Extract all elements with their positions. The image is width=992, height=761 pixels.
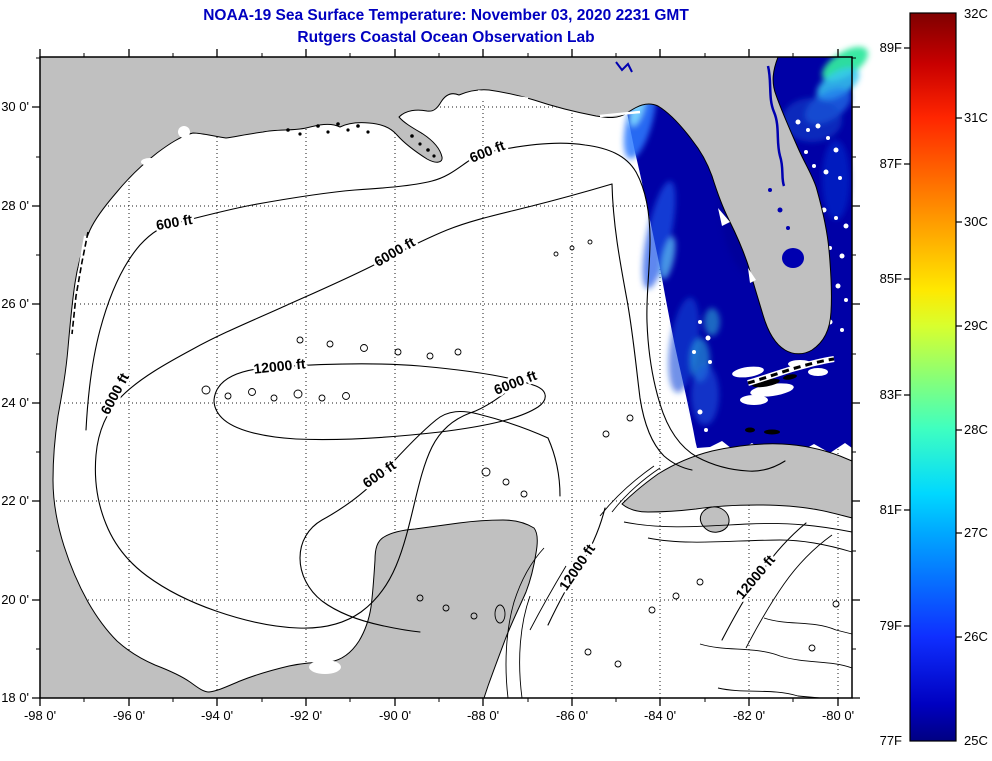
lat-tick-label: 20 0' xyxy=(1,592,29,607)
inland-waters xyxy=(768,188,804,268)
cb-c-label: 29C xyxy=(964,318,988,333)
coastal-water-details xyxy=(70,61,835,674)
contour-600ft-campeche xyxy=(299,410,549,633)
lon-tick-label: -94 0' xyxy=(201,708,233,723)
lon-tick-label: -84 0' xyxy=(644,708,676,723)
cb-f-label: 85F xyxy=(880,271,902,286)
colorbar-gradient xyxy=(909,12,957,742)
lake-okeechobee xyxy=(782,248,804,268)
cb-f-label: 77F xyxy=(880,733,902,748)
temperature-colorbar: 89F 87F 85F 83F 81F 79F 77F 32C 31C 30C … xyxy=(880,6,988,748)
landmass xyxy=(39,56,853,699)
lat-tick-label: 26 0' xyxy=(1,296,29,311)
lat-tick-label: 24 0' xyxy=(1,395,29,410)
title-line-2: Rutgers Coastal Ocean Observation Lab xyxy=(297,29,594,46)
lon-tick-label: -98 0' xyxy=(24,708,56,723)
bays-and-lagoons xyxy=(141,90,756,674)
north-america-mexico-land xyxy=(39,56,832,699)
marsh-speckles xyxy=(286,122,436,158)
isle-of-youth-land xyxy=(699,506,730,533)
se-corner-contours xyxy=(505,547,853,699)
lon-tick-label: -88 0' xyxy=(467,708,499,723)
lon-tick-label: -86 0' xyxy=(556,708,588,723)
latitude-labels: 30 0' 28 0' 26 0' 24 0' 22 0' 20 0' 18 0… xyxy=(1,99,29,705)
colorbar-ticks xyxy=(904,47,962,638)
minor-ticks xyxy=(36,53,856,702)
map-border xyxy=(39,56,853,699)
major-ticks xyxy=(32,49,860,706)
cb-c-label: 26C xyxy=(964,629,988,644)
lon-tick-label: -96 0' xyxy=(113,708,145,723)
pensacola-bay xyxy=(504,94,529,101)
contour-6000ft-basin xyxy=(94,183,613,629)
data-dropout-speckles xyxy=(745,374,797,435)
florida-keys xyxy=(747,356,835,386)
st-johns-river xyxy=(766,65,786,187)
cb-f-label: 79F xyxy=(880,618,902,633)
lon-tick-label: -82 0' xyxy=(733,708,765,723)
map-plot: 600 ft 600 ft 6000 ft 6000 ft 12000 ft 6… xyxy=(1,46,868,723)
cb-f-label: 83F xyxy=(880,387,902,402)
apalachicola-bay xyxy=(599,110,641,118)
title-line-1: NOAA-19 Sea Surface Temperature: Novembe… xyxy=(203,7,689,24)
lon-tick-label: -80 0' xyxy=(822,708,854,723)
lat-tick-label: 18 0' xyxy=(1,690,29,705)
figure-title: NOAA-19 Sea Surface Temperature: Novembe… xyxy=(203,7,689,46)
cuba-shelf-contours xyxy=(599,465,853,553)
lon-tick-label: -90 0' xyxy=(379,708,411,723)
map-axes xyxy=(32,49,860,706)
cb-c-label: 32C xyxy=(964,6,988,21)
lon-tick-label: -92 0' xyxy=(290,708,322,723)
lat-tick-label: 22 0' xyxy=(1,493,29,508)
cb-f-label: 87F xyxy=(880,156,902,171)
cb-c-label: 28C xyxy=(964,422,988,437)
contour-12000ft-central xyxy=(213,363,546,441)
cb-f-label: 89F xyxy=(880,40,902,55)
lat-tick-label: 28 0' xyxy=(1,198,29,213)
contour-12000ft-se-2 xyxy=(721,522,807,641)
cuba-land xyxy=(621,443,853,519)
apalachicola-river xyxy=(615,61,633,73)
contour-yucatan-channel xyxy=(547,437,561,497)
colorbar-fahrenheit-labels: 89F 87F 85F 83F 81F 79F 77F xyxy=(880,40,902,748)
cb-c-label: 27C xyxy=(964,525,988,540)
small-closed-contours xyxy=(201,239,840,668)
contour-600ft-north xyxy=(85,142,786,472)
cb-c-label: 30C xyxy=(964,214,988,229)
cb-f-label: 81F xyxy=(880,502,902,517)
cb-c-label: 31C xyxy=(964,110,988,125)
lat-tick-label: 30 0' xyxy=(1,99,29,114)
contour-12000ft-se-1 xyxy=(547,507,606,626)
cb-c-label: 25C xyxy=(964,733,988,748)
contour-6000ft-wflorida xyxy=(611,183,693,471)
longitude-labels: -98 0' -96 0' -94 0' -92 0' -90 0' -88 0… xyxy=(24,708,854,723)
texas-barrier-islands xyxy=(71,231,89,335)
colorbar-celsius-labels: 32C 31C 30C 29C 28C 27C 26C 25C xyxy=(964,6,988,748)
